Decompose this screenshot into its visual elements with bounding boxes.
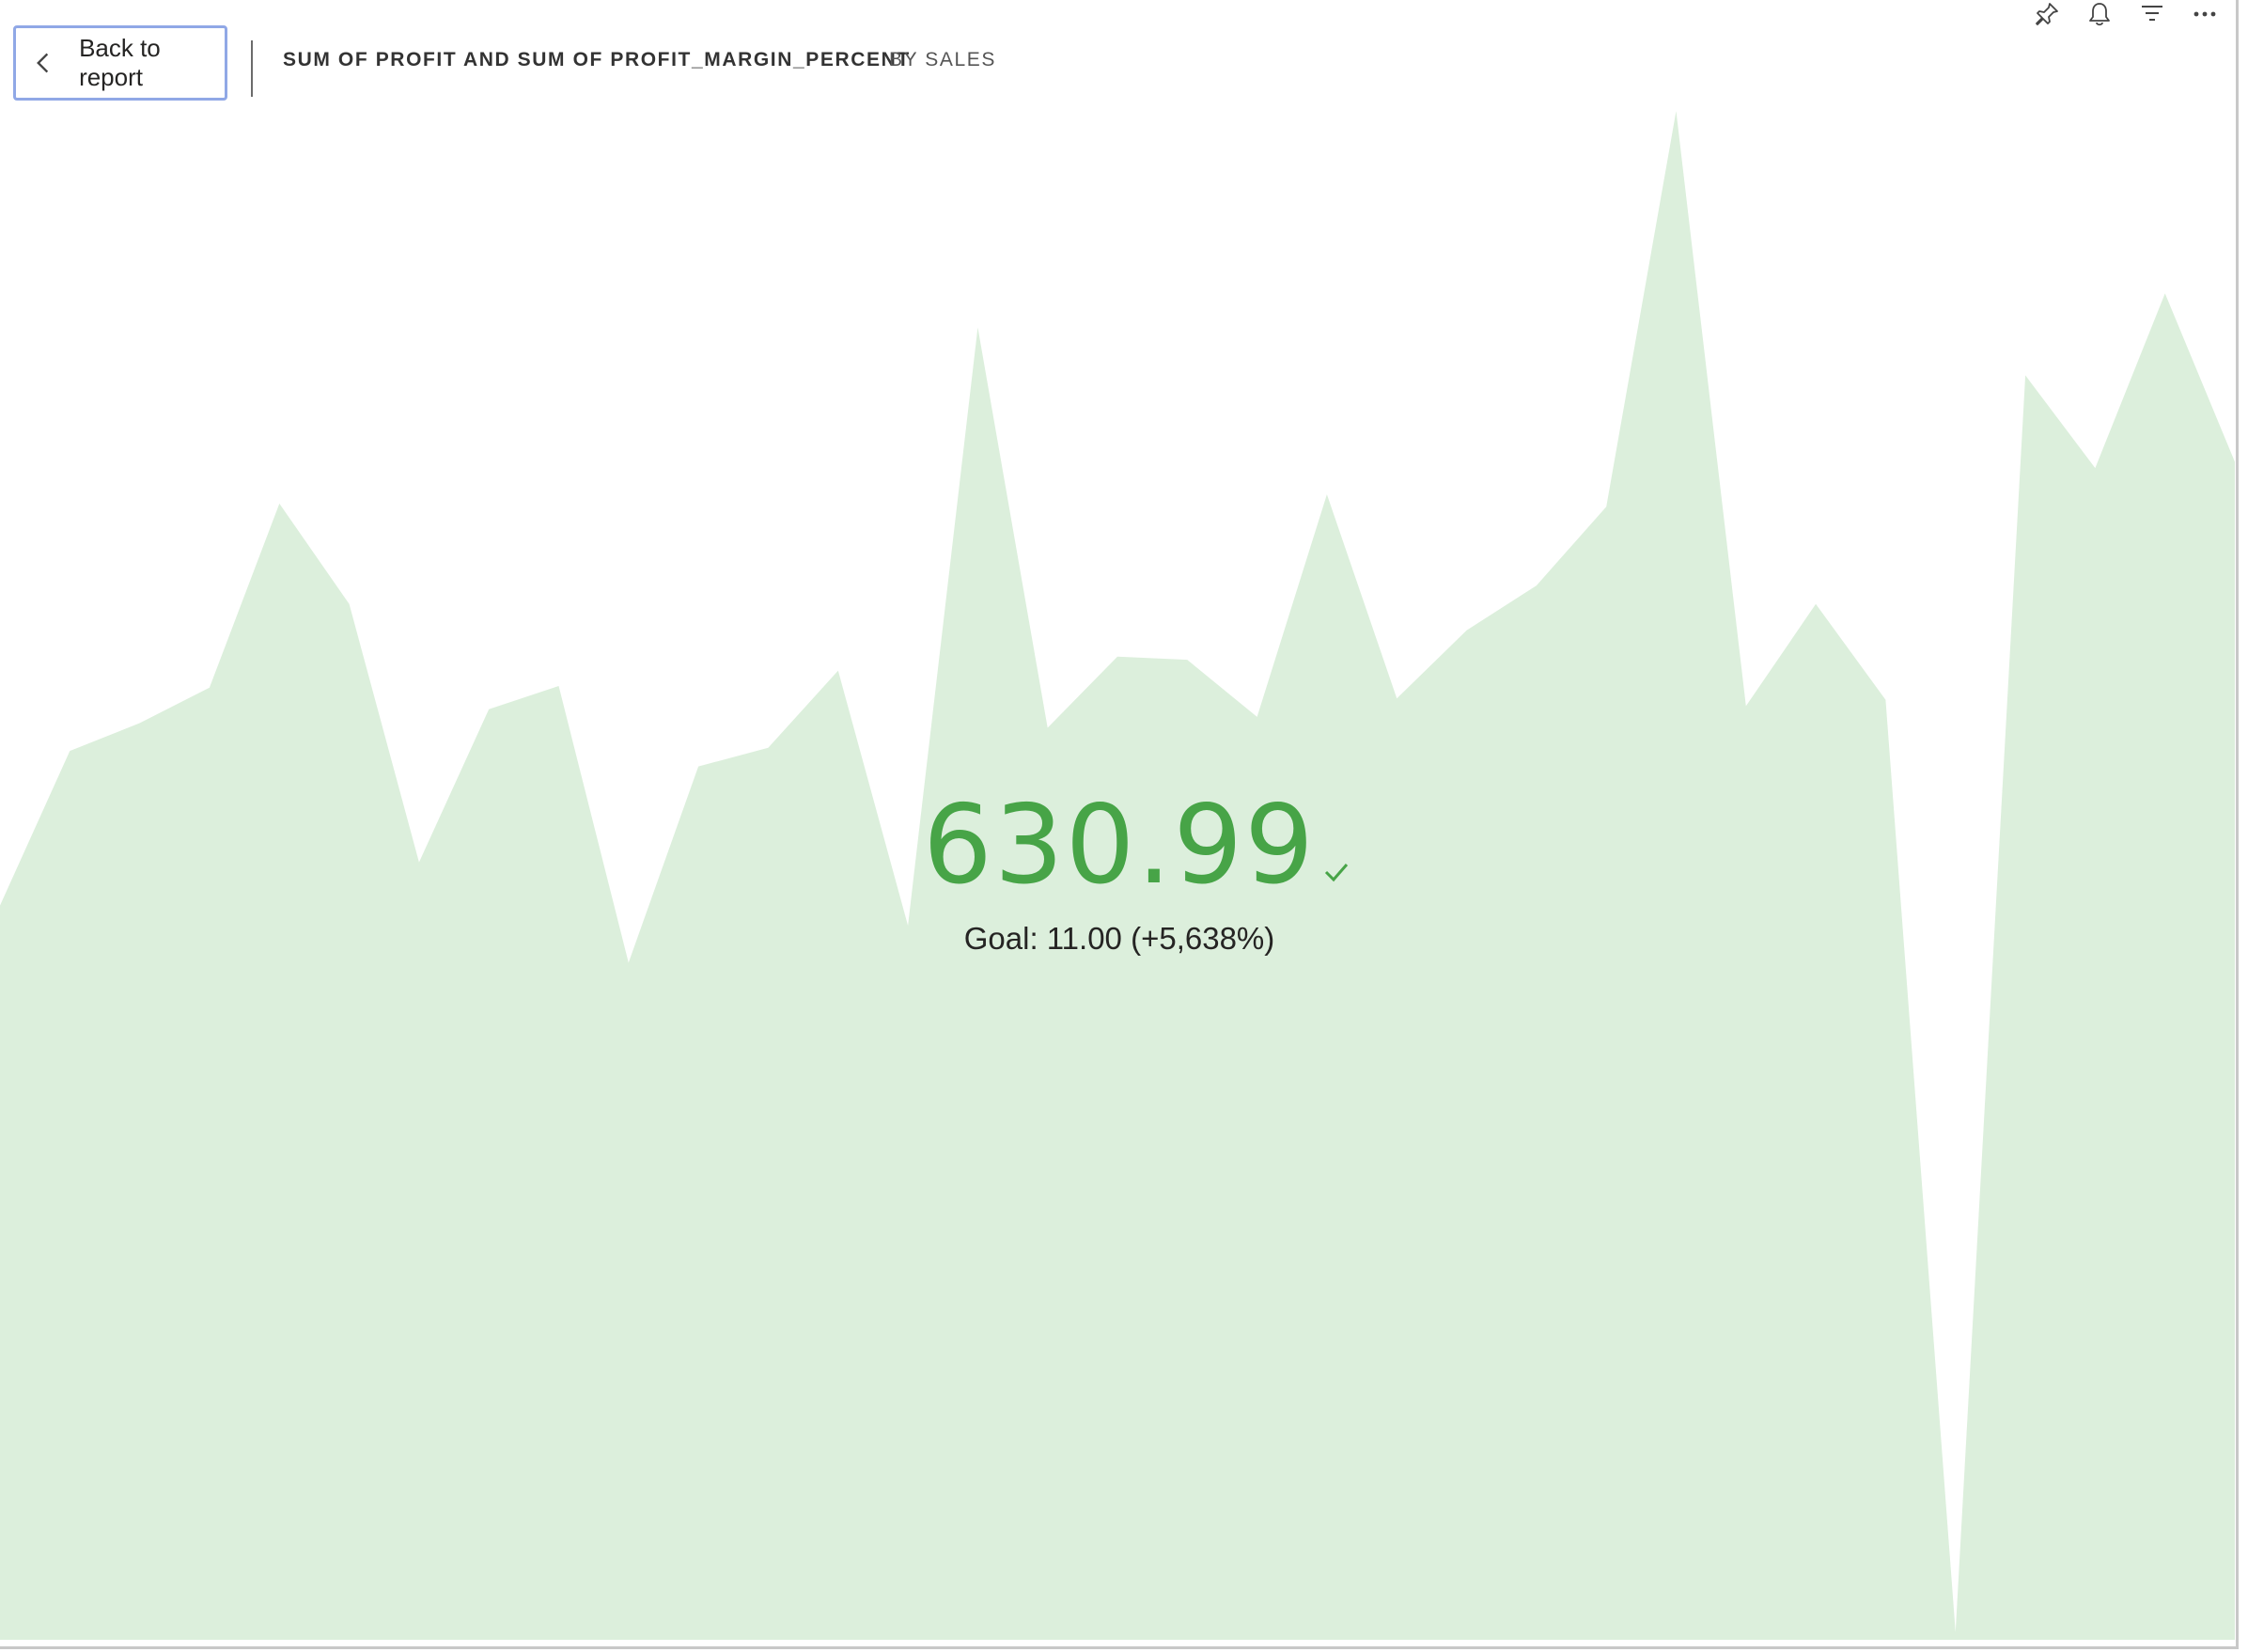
tile-toolbar: [2032, 0, 2220, 28]
area-series: [0, 111, 2235, 1641]
more-icon[interactable]: [2190, 0, 2220, 28]
kpi-value-text: 630.99: [923, 782, 1316, 909]
back-button-label: Back to report: [79, 34, 161, 91]
kpi-block: 630.99 Goal: 11.00 (+5,638%): [0, 789, 2239, 957]
back-to-report-button[interactable]: Back to report: [13, 25, 227, 101]
kpi-goal: Goal: 11.00 (+5,638%): [963, 921, 1275, 956]
checkmark-icon: [1324, 864, 1349, 882]
visual-subtitle: BY SALES: [889, 49, 996, 70]
visual-title: SUM OF PROFIT AND SUM OF PROFIT_MARGIN_P…: [283, 49, 911, 70]
pin-icon[interactable]: [2032, 0, 2062, 28]
header-divider: [251, 40, 253, 97]
bell-icon[interactable]: [2084, 0, 2115, 28]
focus-header: Back to report SUM OF PROFIT AND SUM OF …: [0, 0, 2239, 113]
filter-icon[interactable]: [2137, 0, 2167, 28]
chevron-left-icon: [37, 53, 49, 73]
kpi-value: 630.99: [923, 789, 1349, 902]
